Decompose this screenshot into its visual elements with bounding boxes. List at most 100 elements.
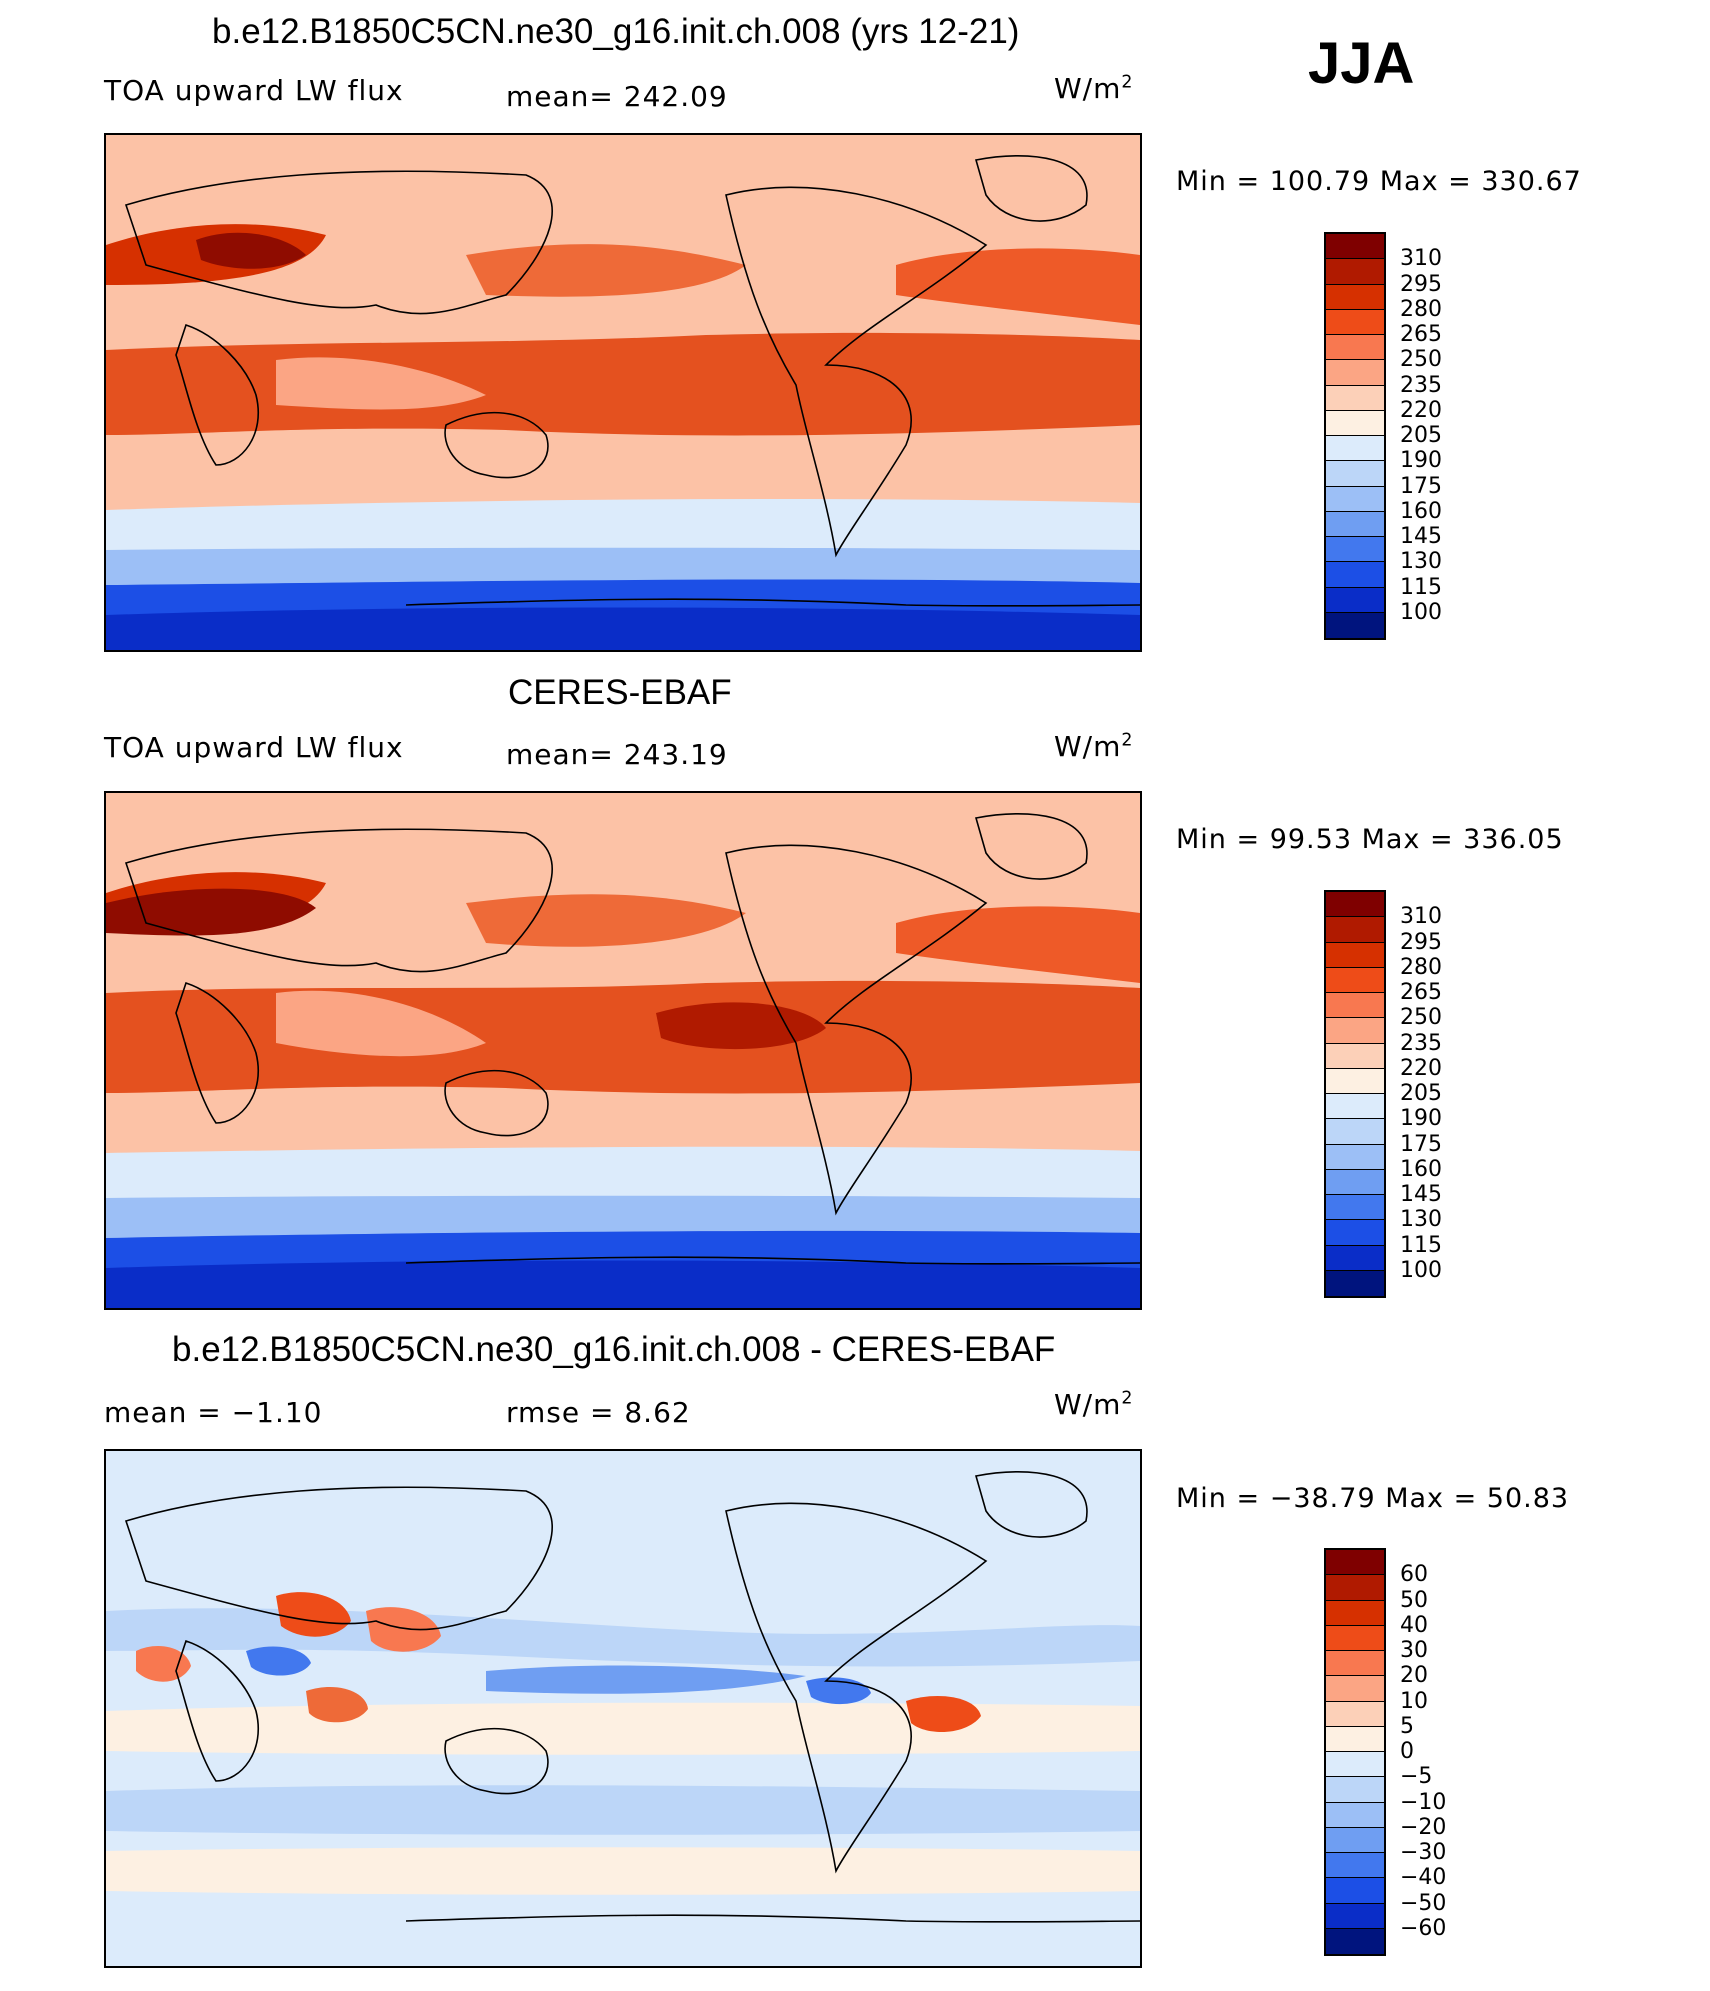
- colorbar-tick-label: 175: [1400, 473, 1442, 499]
- colorbar-swatch: [1326, 284, 1384, 310]
- colorbar-swatch: [1326, 1802, 1384, 1828]
- season-label: JJA: [1308, 31, 1415, 96]
- colorbar-swatch: [1326, 1853, 1384, 1879]
- colorbar-tick-label: 130: [1400, 1207, 1442, 1233]
- coastline-africa: [175, 981, 259, 1124]
- colorbar-tick-label: 220: [1400, 397, 1442, 423]
- colorbar-tick-label: −10: [1400, 1789, 1447, 1815]
- colorbar-swatch: [1326, 1726, 1384, 1752]
- colorbar-swatch: [1326, 1068, 1384, 1094]
- colorbar-swatch: [1326, 1928, 1384, 1954]
- colorbar-swatch: [1326, 410, 1384, 436]
- colorbar-tick-label: 205: [1400, 423, 1442, 448]
- arabia-max: [196, 232, 306, 269]
- colorbar-tick-label: −5: [1400, 1764, 1433, 1790]
- colorbar-swatch: [1326, 1119, 1384, 1145]
- colorbar-tick-label: 5: [1400, 1713, 1414, 1739]
- colorbar-tick-label: 50: [1400, 1587, 1428, 1613]
- panel-3-units: W/m2: [1054, 1388, 1134, 1421]
- panel-1-colorbar: [1324, 232, 1386, 640]
- coastline-antarctica: [405, 598, 1140, 607]
- diff-coldspot-1: [246, 1646, 311, 1676]
- colorbar-swatch: [1326, 917, 1384, 943]
- diff-hotspot-3: [366, 1607, 441, 1652]
- central-pacific-max: [656, 1002, 826, 1050]
- coastline-americas: [725, 844, 988, 1216]
- colorbar-tick-label: 160: [1400, 498, 1442, 524]
- colorbar-swatch: [1326, 967, 1384, 993]
- colorbar-tick-label: 115: [1400, 1232, 1442, 1258]
- panel-3-map: [104, 1449, 1142, 1968]
- colorbar-swatch: [1326, 1195, 1384, 1221]
- colorbar-tick-label: 295: [1400, 929, 1442, 955]
- colorbar-swatch: [1326, 612, 1384, 638]
- colorbar-swatch: [1326, 309, 1384, 335]
- colorbar-tick-label: 160: [1400, 1156, 1442, 1182]
- colorbar-tick-label: 235: [1400, 372, 1442, 398]
- diff-band-2: [486, 1665, 806, 1694]
- colorbar-tick-label: −30: [1400, 1840, 1447, 1865]
- southern-ocean-light: [106, 1146, 1140, 1207]
- southern-ocean-light: [106, 499, 1140, 559]
- panel-2-map: [104, 791, 1142, 1310]
- colorbar-tick-label: 310: [1400, 904, 1442, 930]
- colorbar-tick-label: 310: [1400, 246, 1442, 272]
- antarctic-core: [106, 1260, 1140, 1308]
- colorbar-swatch: [1326, 1701, 1384, 1727]
- colorbar-tick-label: 295: [1400, 271, 1442, 297]
- panel-3-rmse: rmse = 8.62: [506, 1396, 691, 1429]
- colorbar-swatch: [1326, 1169, 1384, 1195]
- north-pacific-band: [466, 894, 746, 947]
- colorbar-swatch: [1326, 335, 1384, 361]
- colorbar-swatch: [1326, 1903, 1384, 1929]
- colorbar-swatch: [1326, 1550, 1384, 1576]
- colorbar-tick-label: 60: [1400, 1562, 1428, 1588]
- panel-2-variable: TOA upward LW flux: [104, 731, 404, 764]
- colorbar-swatch: [1326, 385, 1384, 411]
- colorbar-swatch: [1326, 1625, 1384, 1651]
- colorbar-tick-label: 280: [1400, 954, 1442, 980]
- colorbar-swatch: [1326, 537, 1384, 563]
- colorbar-swatch: [1326, 1600, 1384, 1626]
- colorbar-tick-label: 250: [1400, 347, 1442, 373]
- colorbar-tick-label: −20: [1400, 1814, 1447, 1840]
- diff-hotspot-5: [906, 1696, 981, 1733]
- colorbar-swatch: [1326, 1575, 1384, 1601]
- colorbar-swatch: [1326, 1676, 1384, 1702]
- colorbar-swatch: [1326, 1777, 1384, 1803]
- coastline-greenland: [974, 813, 1088, 880]
- diff-hotspot-4: [306, 1687, 368, 1723]
- colorbar-swatch: [1326, 942, 1384, 968]
- colorbar-swatch: [1326, 993, 1384, 1019]
- colorbar-tick-label: 145: [1400, 524, 1442, 549]
- coastline-americas: [725, 186, 988, 558]
- colorbar-tick-label: 30: [1400, 1638, 1428, 1663]
- panel-1-units: W/m2: [1054, 72, 1134, 105]
- colorbar-tick-label: 190: [1400, 448, 1442, 474]
- coastline-greenland: [974, 1471, 1088, 1538]
- colorbar-tick-label: 235: [1400, 1030, 1442, 1056]
- panel-2-title: CERES-EBAF: [508, 673, 732, 712]
- panel-2-minmax: Min = 99.53 Max = 336.05: [1176, 824, 1564, 855]
- coastline-antarctica: [405, 1256, 1140, 1265]
- coastline-greenland: [974, 155, 1088, 222]
- colorbar-swatch: [1326, 1043, 1384, 1069]
- coastline-americas: [725, 1502, 988, 1874]
- warm-pool: [276, 357, 486, 410]
- colorbar-swatch: [1326, 1270, 1384, 1296]
- colorbar-swatch: [1326, 259, 1384, 285]
- colorbar-tick-label: 100: [1400, 1257, 1442, 1283]
- southern-ocean-mid: [106, 547, 1140, 590]
- antarctic-core: [106, 607, 1140, 650]
- panel-3-colorbar: [1324, 1548, 1386, 1956]
- colorbar-tick-label: 220: [1400, 1055, 1442, 1081]
- panel-1-variable: TOA upward LW flux: [104, 74, 404, 107]
- panel-1-map: [104, 133, 1142, 652]
- colorbar-tick-label: 265: [1400, 980, 1442, 1005]
- colorbar-swatch: [1326, 436, 1384, 462]
- warm-pool: [276, 990, 486, 1057]
- coastline-africa: [175, 323, 259, 466]
- colorbar-tick-label: 265: [1400, 322, 1442, 347]
- panel-2-colorbar: [1324, 890, 1386, 1298]
- coastline-australia: [444, 1069, 549, 1137]
